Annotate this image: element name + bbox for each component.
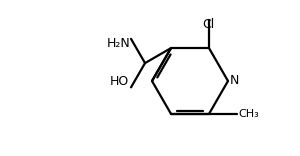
Text: N: N	[230, 75, 239, 88]
Text: H₂N: H₂N	[106, 37, 130, 50]
Text: Cl: Cl	[202, 18, 214, 31]
Text: HO: HO	[110, 75, 129, 88]
Text: CH₃: CH₃	[238, 109, 259, 119]
